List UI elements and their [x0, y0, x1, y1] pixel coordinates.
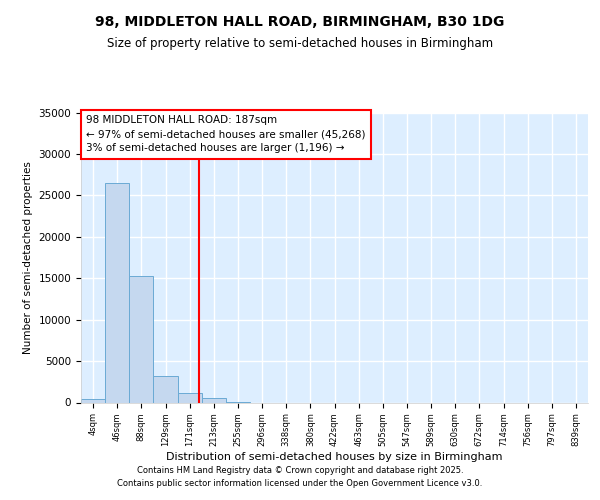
Text: Size of property relative to semi-detached houses in Birmingham: Size of property relative to semi-detach… — [107, 38, 493, 51]
Bar — [178, 392, 202, 402]
Text: 98 MIDDLETON HALL ROAD: 187sqm
← 97% of semi-detached houses are smaller (45,268: 98 MIDDLETON HALL ROAD: 187sqm ← 97% of … — [86, 116, 365, 154]
Bar — [105, 183, 129, 402]
Text: 98, MIDDLETON HALL ROAD, BIRMINGHAM, B30 1DG: 98, MIDDLETON HALL ROAD, BIRMINGHAM, B30… — [95, 15, 505, 29]
Bar — [154, 376, 178, 402]
Y-axis label: Number of semi-detached properties: Number of semi-detached properties — [23, 161, 33, 354]
Text: Contains HM Land Registry data © Crown copyright and database right 2025.
Contai: Contains HM Land Registry data © Crown c… — [118, 466, 482, 487]
Bar — [129, 276, 154, 402]
Bar — [202, 398, 226, 402]
Bar — [81, 399, 105, 402]
X-axis label: Distribution of semi-detached houses by size in Birmingham: Distribution of semi-detached houses by … — [166, 452, 503, 462]
